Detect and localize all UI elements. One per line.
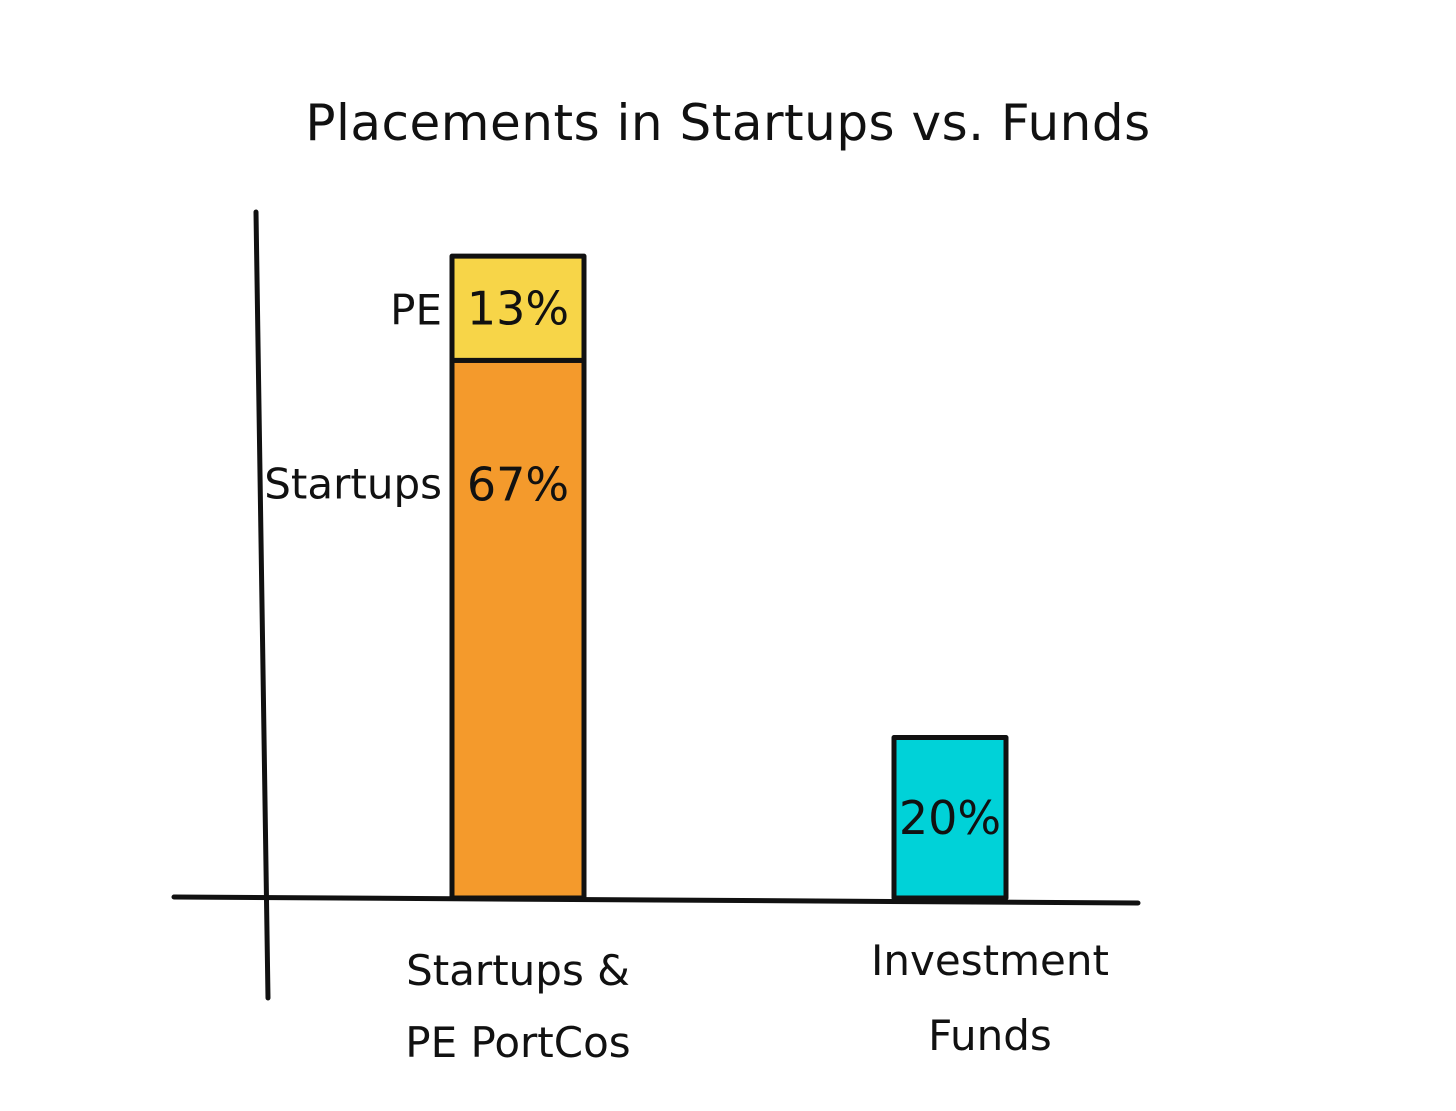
labels-layer: 67% Startups 13% PE Startups & PE PortCos 20% I… — [264, 281, 1109, 1067]
bar-funds — [891, 735, 1009, 901]
data-label-startups: 67% — [467, 457, 569, 511]
x-tick-label: PE PortCos — [405, 1018, 630, 1067]
data-label-pe: 13% — [467, 281, 569, 335]
x-tick-label: Funds — [928, 1011, 1052, 1060]
segment-label-pe: PE — [390, 285, 442, 334]
segment-label-startups: Startups — [264, 459, 442, 508]
x-tick-label: Investment — [871, 936, 1109, 985]
bar-startups — [449, 357, 587, 901]
data-label-funds: 20% — [899, 791, 1001, 845]
y-axis-line — [253, 209, 271, 1001]
x-axis-line — [171, 894, 1141, 906]
bars-layer — [449, 253, 1009, 901]
x-tick-label: Startups & — [406, 946, 630, 995]
chart-title: Placements in Startups vs. Funds — [305, 94, 1150, 152]
bar-pe — [449, 253, 587, 363]
